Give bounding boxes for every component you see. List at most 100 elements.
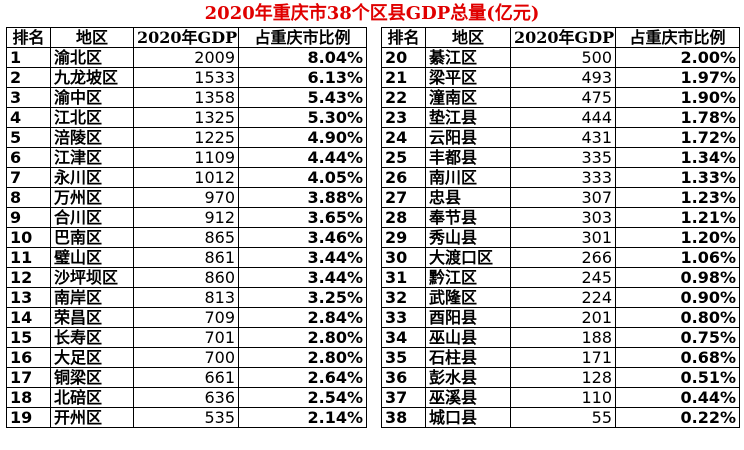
region-cell: 江北区 (50, 107, 134, 128)
rank-cell: 2 (6, 67, 51, 88)
gdp-cell: 865 (133, 227, 239, 248)
rank-cell: 33 (381, 307, 426, 328)
row: 28 奉节县 303 1.21% (381, 207, 740, 228)
rank-cell: 23 (381, 107, 426, 128)
row: 30 大渡口区 266 1.06% (381, 247, 740, 268)
gdp-cell: 1325 (133, 107, 239, 128)
row: 36 彭水县 128 0.51% (381, 367, 740, 388)
region-cell: 合川区 (50, 207, 134, 228)
rank-cell: 21 (381, 67, 426, 88)
gdp-cell: 700 (133, 347, 239, 368)
row: 20 綦江区 500 2.00% (381, 47, 740, 68)
region-cell: 大足区 (50, 347, 134, 368)
header-row: 排名 地区 2020年GDP 占重庆市比例 (381, 27, 740, 48)
share-cell: 2.80% (238, 347, 367, 368)
row: 5 涪陵区 1225 4.90% (6, 127, 367, 148)
rank-cell: 30 (381, 247, 426, 268)
rank-cell: 28 (381, 207, 426, 228)
gdp-cell: 301 (510, 227, 616, 248)
gdp-cell: 303 (510, 207, 616, 228)
row: 14 荣昌区 709 2.84% (6, 307, 367, 328)
row: 33 酉阳县 201 0.80% (381, 307, 740, 328)
gdp-cell: 1533 (133, 67, 239, 88)
rank-cell: 17 (6, 367, 51, 388)
region-cell: 秀山县 (425, 227, 511, 248)
share-cell: 3.65% (238, 207, 367, 228)
row: 22 潼南区 475 1.90% (381, 87, 740, 108)
row: 8 万州区 970 3.88% (6, 187, 367, 208)
gdp-cell: 431 (510, 127, 616, 148)
region-cell: 丰都县 (425, 147, 511, 168)
gdp-cell: 493 (510, 67, 616, 88)
share-cell: 6.13% (238, 67, 367, 88)
gdp-cell: 128 (510, 367, 616, 388)
gdp-cell: 1225 (133, 127, 239, 148)
gdp-cell: 1109 (133, 147, 239, 168)
row: 17 铜梁区 661 2.64% (6, 367, 367, 388)
row: 11 璧山区 861 3.44% (6, 247, 367, 268)
share-cell: 1.33% (615, 167, 740, 188)
region-cell: 彭水县 (425, 367, 511, 388)
rank-cell: 16 (6, 347, 51, 368)
row: 4 江北区 1325 5.30% (6, 107, 367, 128)
header-cell: 地区 (425, 27, 511, 48)
rank-cell: 27 (381, 187, 426, 208)
share-cell: 3.44% (238, 267, 367, 288)
share-cell: 1.06% (615, 247, 740, 268)
row: 37 巫溪县 110 0.44% (381, 387, 740, 408)
share-cell: 1.78% (615, 107, 740, 128)
region-cell: 万州区 (50, 187, 134, 208)
region-cell: 巴南区 (50, 227, 134, 248)
header-cell: 排名 (381, 27, 426, 48)
row: 19 开州区 535 2.14% (6, 407, 367, 428)
gdp-cell: 500 (510, 47, 616, 68)
row: 23 垫江县 444 1.78% (381, 107, 740, 128)
region-cell: 永川区 (50, 167, 134, 188)
gdp-cell: 444 (510, 107, 616, 128)
gdp-cell: 1358 (133, 87, 239, 108)
row: 18 北碚区 636 2.54% (6, 387, 367, 408)
region-cell: 九龙坡区 (50, 67, 134, 88)
gdp-cell: 224 (510, 287, 616, 308)
header-row: 排名 地区 2020年GDP 占重庆市比例 (6, 27, 367, 48)
gdp-cell: 335 (510, 147, 616, 168)
header-cell: 2020年GDP (133, 27, 239, 48)
region-cell: 酉阳县 (425, 307, 511, 328)
share-cell: 1.20% (615, 227, 740, 248)
header-cell: 地区 (50, 27, 134, 48)
rank-cell: 5 (6, 127, 51, 148)
region-cell: 武隆区 (425, 287, 511, 308)
rank-cell: 10 (6, 227, 51, 248)
gdp-cell: 860 (133, 267, 239, 288)
share-cell: 2.54% (238, 387, 367, 408)
share-cell: 3.25% (238, 287, 367, 308)
rank-cell: 1 (6, 47, 51, 68)
rank-cell: 24 (381, 127, 426, 148)
share-cell: 0.75% (615, 327, 740, 348)
region-cell: 铜梁区 (50, 367, 134, 388)
share-cell: 0.90% (615, 287, 740, 308)
region-cell: 北碚区 (50, 387, 134, 408)
share-cell: 5.30% (238, 107, 367, 128)
gdp-cell: 2009 (133, 47, 239, 68)
gdp-table: 排名 地区 2020年GDP 占重庆市比例 20 綦江区 500 2.00% 21 梁平区 493 1… (381, 27, 740, 428)
header-cell: 排名 (6, 27, 51, 48)
rank-cell: 29 (381, 227, 426, 248)
region-cell: 涪陵区 (50, 127, 134, 148)
region-cell: 沙坪坝区 (50, 267, 134, 288)
row: 25 丰都县 335 1.34% (381, 147, 740, 168)
gdp-cell: 636 (133, 387, 239, 408)
row: 38 城口县 55 0.22% (381, 407, 740, 428)
row: 34 巫山县 188 0.75% (381, 327, 740, 348)
row: 31 黔江区 245 0.98% (381, 267, 740, 288)
rank-cell: 36 (381, 367, 426, 388)
rank-cell: 22 (381, 87, 426, 108)
rank-cell: 8 (6, 187, 51, 208)
title: 2020年重庆市38个区县GDP总量(亿元) (204, 3, 540, 24)
rank-cell: 7 (6, 167, 51, 188)
rank-cell: 9 (6, 207, 51, 228)
gdp-cell: 201 (510, 307, 616, 328)
row: 12 沙坪坝区 860 3.44% (6, 267, 367, 288)
share-cell: 2.64% (238, 367, 367, 388)
